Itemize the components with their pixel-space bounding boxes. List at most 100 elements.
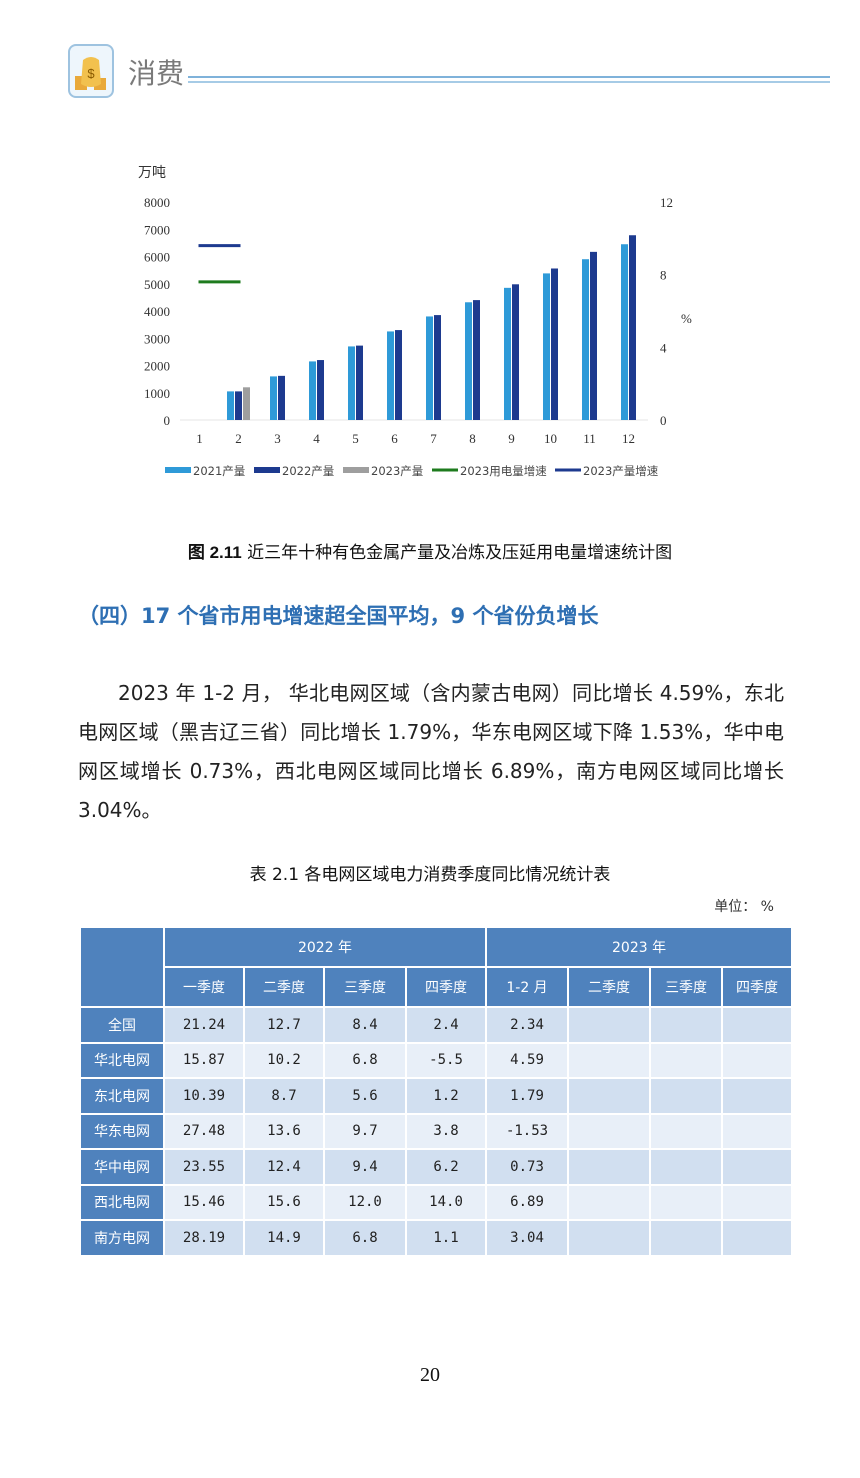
bar-2022产量	[278, 375, 285, 420]
quarter-header: 三季度	[649, 966, 724, 1008]
table-cell	[649, 1112, 724, 1150]
table-cell: 3.04	[485, 1219, 570, 1257]
table-cell	[649, 1006, 724, 1044]
table-row: 华东电网 27.48 13.6 9.7 3.8 -1.53	[79, 1112, 794, 1150]
x-tick-label: 11	[583, 431, 596, 446]
table-row: 西北电网 15.46 15.6 12.0 14.0 6.89	[79, 1183, 794, 1221]
table-cell: 9.7	[323, 1112, 407, 1150]
region-consumption-table: 2022 年 2023 年 一季度 二季度 三季度 四季度 1-2 月二季度 三季度 四季度…	[79, 926, 794, 1257]
table-cell	[649, 1219, 724, 1257]
y-tick-label-left: 1000	[144, 386, 170, 401]
table-cell	[649, 1041, 724, 1079]
table-row: 华北电网 15.87 10.2 6.8 -5.5 4.59	[79, 1041, 794, 1079]
bar-2021产量	[309, 361, 316, 420]
bar-2022产量	[434, 315, 441, 420]
table-cell	[567, 1112, 652, 1150]
x-tick-label: 10	[544, 431, 557, 446]
table-cell: 1.79	[485, 1077, 570, 1115]
bar-2021产量	[227, 391, 234, 420]
bar-2021产量	[582, 259, 589, 420]
quarter-header: 二季度	[243, 966, 325, 1008]
x-tick-label: 1	[196, 431, 203, 446]
legend-swatch-2023产量	[343, 467, 369, 473]
y-tick-label-right: 0	[660, 413, 667, 428]
quarter-header: 四季度	[404, 966, 488, 1008]
quarter-header: 二季度	[567, 966, 652, 1008]
table-cell: 1.1	[404, 1219, 488, 1257]
table-cell	[567, 1148, 652, 1186]
table-row: 华中电网 23.55 12.4 9.4 6.2 0.73	[79, 1148, 794, 1186]
table-row: 东北电网 10.39 8.7 5.6 1.2 1.79	[79, 1077, 794, 1115]
bar-2022产量	[473, 300, 480, 420]
table-cell: 13.6	[243, 1112, 325, 1150]
table-cell: 15.87	[163, 1041, 245, 1079]
x-tick-label: 3	[274, 431, 281, 446]
table-cell: 5.6	[323, 1077, 407, 1115]
x-tick-label: 9	[508, 431, 515, 446]
table-cell	[567, 1183, 652, 1221]
header-title: 消费	[128, 57, 185, 90]
table-cell: 10.2	[243, 1041, 325, 1079]
chart-svg: 万吨%8000700060005000400030002000100001284…	[138, 165, 692, 478]
bar-2022产量	[512, 284, 519, 420]
region-label: 华中电网	[79, 1148, 165, 1186]
bar-2022产量	[356, 345, 363, 420]
x-tick-label: 12	[622, 431, 635, 446]
table-cell: 15.46	[163, 1183, 245, 1221]
table-cell	[649, 1077, 724, 1115]
table-cell	[721, 1077, 794, 1115]
table-cell: 6.8	[323, 1041, 407, 1079]
y-axis-unit-right: %	[681, 311, 692, 326]
svg-text:$: $	[87, 66, 95, 81]
bar-2021产量	[426, 316, 433, 420]
bar-2022产量	[629, 235, 636, 420]
region-label: 华东电网	[79, 1112, 165, 1150]
y-tick-label-right: 4	[660, 340, 667, 355]
x-tick-label: 8	[469, 431, 476, 446]
y-tick-label-left: 2000	[144, 359, 170, 374]
region-label: 东北电网	[79, 1077, 165, 1115]
y-tick-label-right: 8	[660, 268, 667, 283]
table-cell: -5.5	[404, 1041, 488, 1079]
table-cell	[649, 1148, 724, 1186]
table-title: 表 2.1 各电网区域电力消费季度同比情况统计表	[249, 865, 611, 885]
bar-2021产量	[543, 273, 550, 420]
y-tick-label-left: 8000	[144, 195, 170, 210]
legend-label: 2023用电量增速	[460, 464, 547, 478]
quarter-header: 一季度	[163, 966, 245, 1008]
y-tick-label-left: 0	[164, 413, 171, 428]
region-label: 全国	[79, 1006, 165, 1044]
quarter-header: 1-2 月	[485, 966, 570, 1008]
bar-2021产量	[387, 331, 394, 420]
legend-label: 2023产量	[371, 464, 423, 478]
y-tick-label-left: 4000	[144, 304, 170, 319]
table-cell: 6.2	[404, 1148, 488, 1186]
y-tick-label-left: 3000	[144, 331, 170, 346]
figure-caption-text: 近三年十种有色金属产量及冶炼及压延用电量增速统计图	[247, 543, 673, 563]
table-cell: 8.4	[323, 1006, 407, 1044]
table-cell: 8.7	[243, 1077, 325, 1115]
table-cell	[649, 1183, 724, 1221]
table-cell: 4.59	[485, 1041, 570, 1079]
year-header-2022: 2022 年	[162, 926, 488, 968]
y-tick-label-left: 7000	[144, 222, 170, 237]
bar-2021产量	[465, 302, 472, 420]
table-cell: 14.9	[243, 1219, 325, 1257]
x-tick-label: 7	[430, 431, 437, 446]
table-cell	[567, 1219, 652, 1257]
section-heading: （四）17 个省市用电增速超全国平均，9 个省份负增长	[78, 604, 599, 628]
quarter-header: 三季度	[323, 966, 407, 1008]
table-row: 全国 21.24 12.7 8.4 2.4 2.34	[79, 1006, 794, 1044]
table-cell: 27.48	[163, 1112, 245, 1150]
table-cell: 12.0	[323, 1183, 407, 1221]
table-unit: 单位： %	[714, 899, 774, 915]
table-cell: 28.19	[163, 1219, 245, 1257]
x-tick-label: 5	[352, 431, 359, 446]
figure-caption-prefix: 图 2.11	[187, 543, 242, 562]
bar-2021产量	[621, 244, 628, 420]
money-bag-icon: $	[68, 44, 114, 98]
table-cell: 21.24	[163, 1006, 245, 1044]
region-label: 西北电网	[79, 1183, 165, 1221]
y-tick-label-left: 5000	[144, 277, 170, 292]
table-cell: 23.55	[163, 1148, 245, 1186]
